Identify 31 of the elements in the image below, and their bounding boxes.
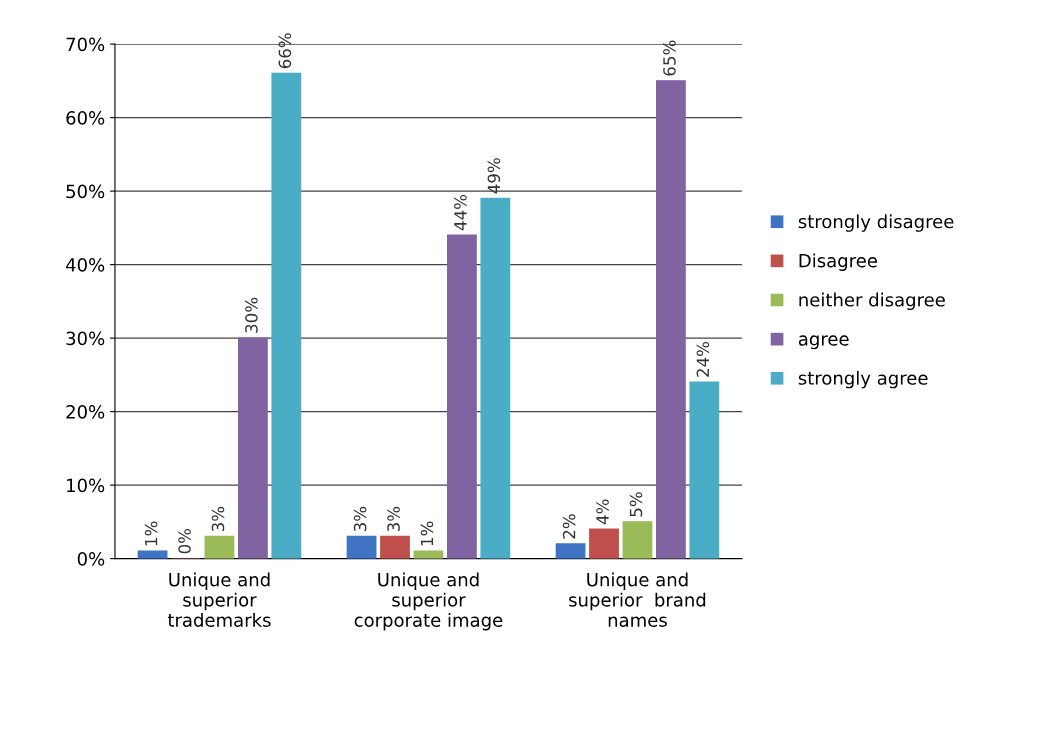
data-label: 30% xyxy=(245,297,258,333)
data-label: 24% xyxy=(696,341,710,377)
y-tick-label: 20% xyxy=(66,405,105,419)
y-tick-label: 10% xyxy=(67,478,105,493)
data-label: 3% xyxy=(387,506,400,532)
x-tick-label: Unique and superior corporate image xyxy=(354,572,503,631)
data-label: 3% xyxy=(353,506,367,532)
y-tick-label: 0% xyxy=(77,552,105,566)
legend-label: neither disagree xyxy=(799,292,945,311)
data-label: 2% xyxy=(562,514,576,539)
x-tick-label: Unique and superior brand names xyxy=(569,572,706,627)
data-label: 0% xyxy=(178,528,191,554)
y-tick-label: 70% xyxy=(66,37,105,52)
y-tick-label: 30% xyxy=(66,331,105,346)
data-label: 49% xyxy=(487,158,501,194)
x-tick-label: Unique and superior trademarks xyxy=(167,572,271,627)
data-label: 1% xyxy=(420,521,434,546)
y-tick-label: 60% xyxy=(66,111,105,125)
data-label: 5% xyxy=(629,492,643,517)
y-tick-label: 40% xyxy=(65,258,105,272)
y-tick-label: 50% xyxy=(66,184,105,199)
data-label: 3% xyxy=(211,506,225,532)
data-label: 4% xyxy=(596,499,609,525)
data-label: 65% xyxy=(663,40,676,76)
legend-label: strongly disagree xyxy=(798,214,954,232)
data-label: 1% xyxy=(144,521,158,546)
data-label: 44% xyxy=(454,194,467,231)
data-label: 66% xyxy=(278,33,292,69)
legend-label: Disagree xyxy=(799,253,877,271)
legend-label: strongly agree xyxy=(798,370,928,389)
legend-label: agree xyxy=(798,335,849,350)
